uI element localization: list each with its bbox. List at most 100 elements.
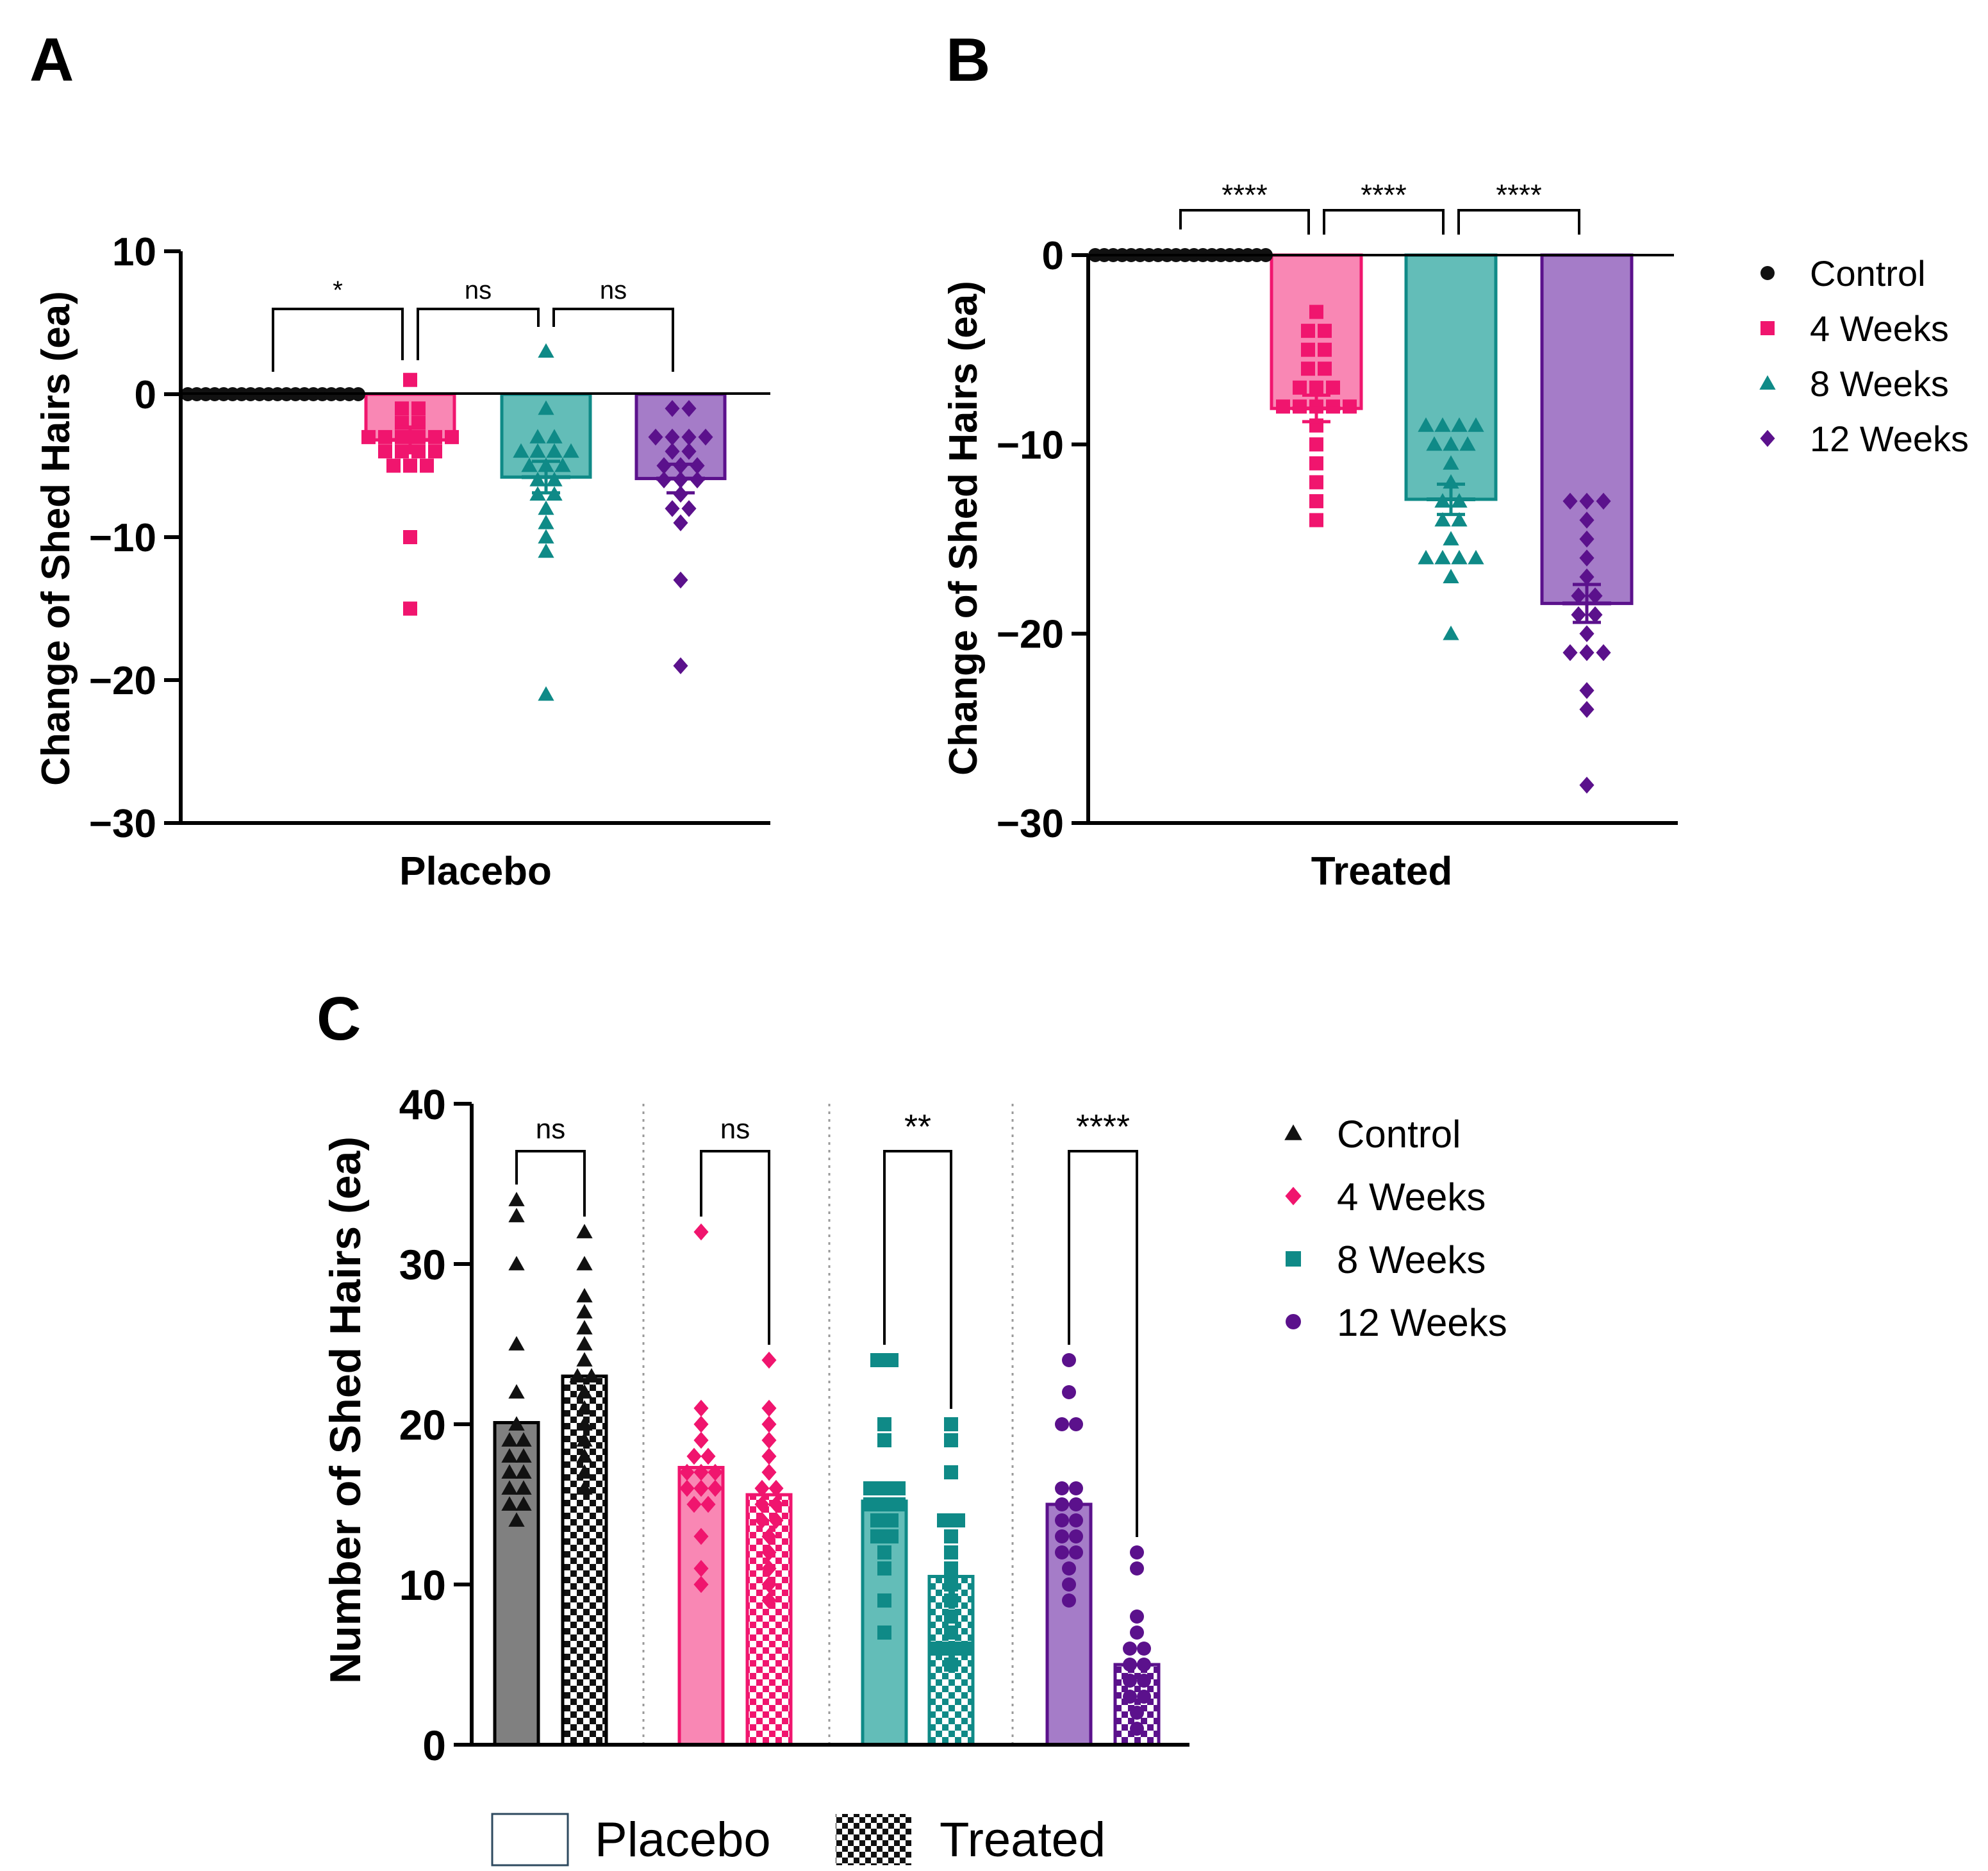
c-point-treated-12-weeks [1123, 1690, 1137, 1704]
panel-b-x-label: Treated [1311, 849, 1453, 894]
c-point-placebo-control [508, 1384, 525, 1399]
c-point-placebo-4-weeks [679, 1463, 695, 1481]
panel-a-error-bars [386, 425, 705, 495]
b-point-4-weeks [1318, 342, 1332, 357]
c-point-placebo-4-weeks [693, 1223, 709, 1241]
a-point-8-weeks [538, 343, 554, 358]
b-point-8-weeks [1451, 511, 1468, 527]
panel-b-points [1088, 248, 1611, 794]
a-point-4-weeks [428, 429, 442, 444]
b-point-8-weeks [1468, 417, 1484, 432]
panel-c-legend: Control 4 Weeks 8 Weeks 12 Weeks [1284, 1113, 1507, 1344]
c-point-treated-8-weeks [944, 1642, 958, 1656]
b-point-8-weeks [1443, 569, 1459, 583]
c-bracket [1068, 1150, 1138, 1537]
panel-a: A 10 0 −10 −20 −30 * ns ns Change of Shed Hair… [29, 26, 770, 894]
a-point-8-weeks [513, 443, 529, 458]
panel-b-y-axis: 0 −10 −20 −30 [997, 234, 1088, 846]
b-significance-label: **** [1222, 178, 1268, 212]
panel-c-y-axis: 0 10 20 30 40 [399, 1081, 472, 1769]
c-point-treated-control [569, 1368, 586, 1383]
c-point-treated-control [576, 1448, 593, 1463]
b-significance-label: **** [1496, 178, 1542, 212]
panel-c-bars [493, 1374, 1161, 1747]
c-point-treated-control [576, 1320, 593, 1335]
a-point-4-weeks [378, 444, 392, 459]
b-point-4-weeks [1343, 399, 1357, 414]
a-point-4-weeks [395, 401, 409, 416]
c-point-treated-control [576, 1352, 593, 1367]
panel-a-y-label: Change of Shed Hairs (ea) [34, 291, 78, 786]
c-point-treated-control [576, 1464, 593, 1479]
c-point-treated-4-weeks [761, 1543, 777, 1561]
c-point-placebo-control [501, 1496, 518, 1511]
legend-b-label-8-weeks: 8 Weeks [1810, 363, 1949, 404]
c-point-placebo-control [508, 1192, 525, 1206]
c-point-placebo-8-weeks [877, 1626, 891, 1640]
a-point-8-weeks [521, 457, 538, 472]
c-point-placebo-8-weeks [877, 1593, 891, 1608]
c-point-treated-control [576, 1416, 593, 1431]
a-point-12-weeks [681, 428, 697, 446]
c-point-treated-12-weeks [1130, 1545, 1144, 1559]
c-point-placebo-12-weeks [1069, 1497, 1083, 1511]
c-point-placebo-4-weeks [693, 1415, 709, 1433]
c-point-placebo-12-weeks [1062, 1385, 1076, 1399]
c-point-placebo-8-weeks [877, 1433, 891, 1447]
c-point-treated-8-weeks [958, 1642, 972, 1656]
c-point-treated-8-weeks [944, 1609, 958, 1624]
c-point-placebo-control [508, 1208, 525, 1222]
a-point-12-weeks [665, 400, 680, 417]
c-bar-placebo-control [493, 1421, 540, 1747]
c-point-placebo-4-weeks [708, 1479, 723, 1497]
b-point-8-weeks [1451, 417, 1468, 432]
panel-c-group-legend: Placebo Treated [491, 1813, 1106, 1867]
c-point-placebo-control [501, 1432, 518, 1447]
c-point-placebo-8-weeks [870, 1513, 884, 1527]
b-point-12-weeks [1579, 549, 1595, 567]
legend-c-label-8-weeks: 8 Weeks [1337, 1238, 1486, 1281]
panel-b-y-label: Change of Shed Hairs (ea) [941, 281, 986, 776]
legend-c-marker-4-weeks [1285, 1186, 1302, 1206]
b-y-tick-label: −20 [997, 613, 1064, 657]
b-point-4-weeks [1309, 456, 1323, 470]
c-bar-treated-control [561, 1374, 608, 1747]
c-y-tick-label: 0 [422, 1722, 446, 1769]
b-point-8-weeks [1418, 549, 1434, 565]
a-point-12-weeks [673, 657, 688, 674]
b-point-4-weeks [1301, 362, 1315, 376]
b-point-8-weeks [1451, 549, 1468, 565]
c-point-placebo-8-weeks [863, 1497, 877, 1511]
c-point-placebo-4-weeks [708, 1463, 723, 1481]
c-point-placebo-12-weeks [1062, 1353, 1076, 1367]
a-point-12-weeks [673, 514, 688, 531]
c-point-placebo-control [501, 1480, 518, 1495]
a-significance-label: ns [465, 276, 492, 304]
a-point-8-weeks [546, 472, 563, 486]
c-point-placebo-12-weeks [1069, 1417, 1083, 1431]
c-point-treated-8-weeks [944, 1433, 958, 1447]
b-point-4-weeks [1293, 380, 1307, 395]
b-point-8-weeks [1443, 436, 1459, 451]
c-point-treated-8-weeks [951, 1513, 965, 1527]
b-point-4-weeks [1301, 324, 1315, 338]
b-point-12-weeks [1579, 492, 1595, 510]
a-point-12-weeks [690, 457, 705, 474]
a-bracket [272, 308, 404, 372]
b-point-4-weeks [1309, 437, 1323, 452]
b-point-4-weeks [1318, 324, 1332, 338]
c-point-placebo-12-weeks [1069, 1481, 1083, 1495]
a-point-4-weeks [445, 429, 459, 444]
c-point-placebo-8-weeks [870, 1353, 884, 1367]
a-point-8-weeks [538, 543, 554, 558]
c-point-treated-12-weeks [1130, 1722, 1144, 1736]
b-point-8-weeks [1426, 436, 1443, 451]
c-bracket [515, 1150, 586, 1217]
c-point-treated-control [576, 1336, 593, 1351]
c-point-treated-4-weeks [768, 1511, 784, 1529]
b-point-12-weeks [1587, 606, 1603, 624]
a-point-4-weeks [428, 444, 442, 459]
b-point-4-weeks [1309, 380, 1323, 395]
a-point-4-weeks [403, 530, 417, 544]
b-bracket [1179, 209, 1310, 235]
